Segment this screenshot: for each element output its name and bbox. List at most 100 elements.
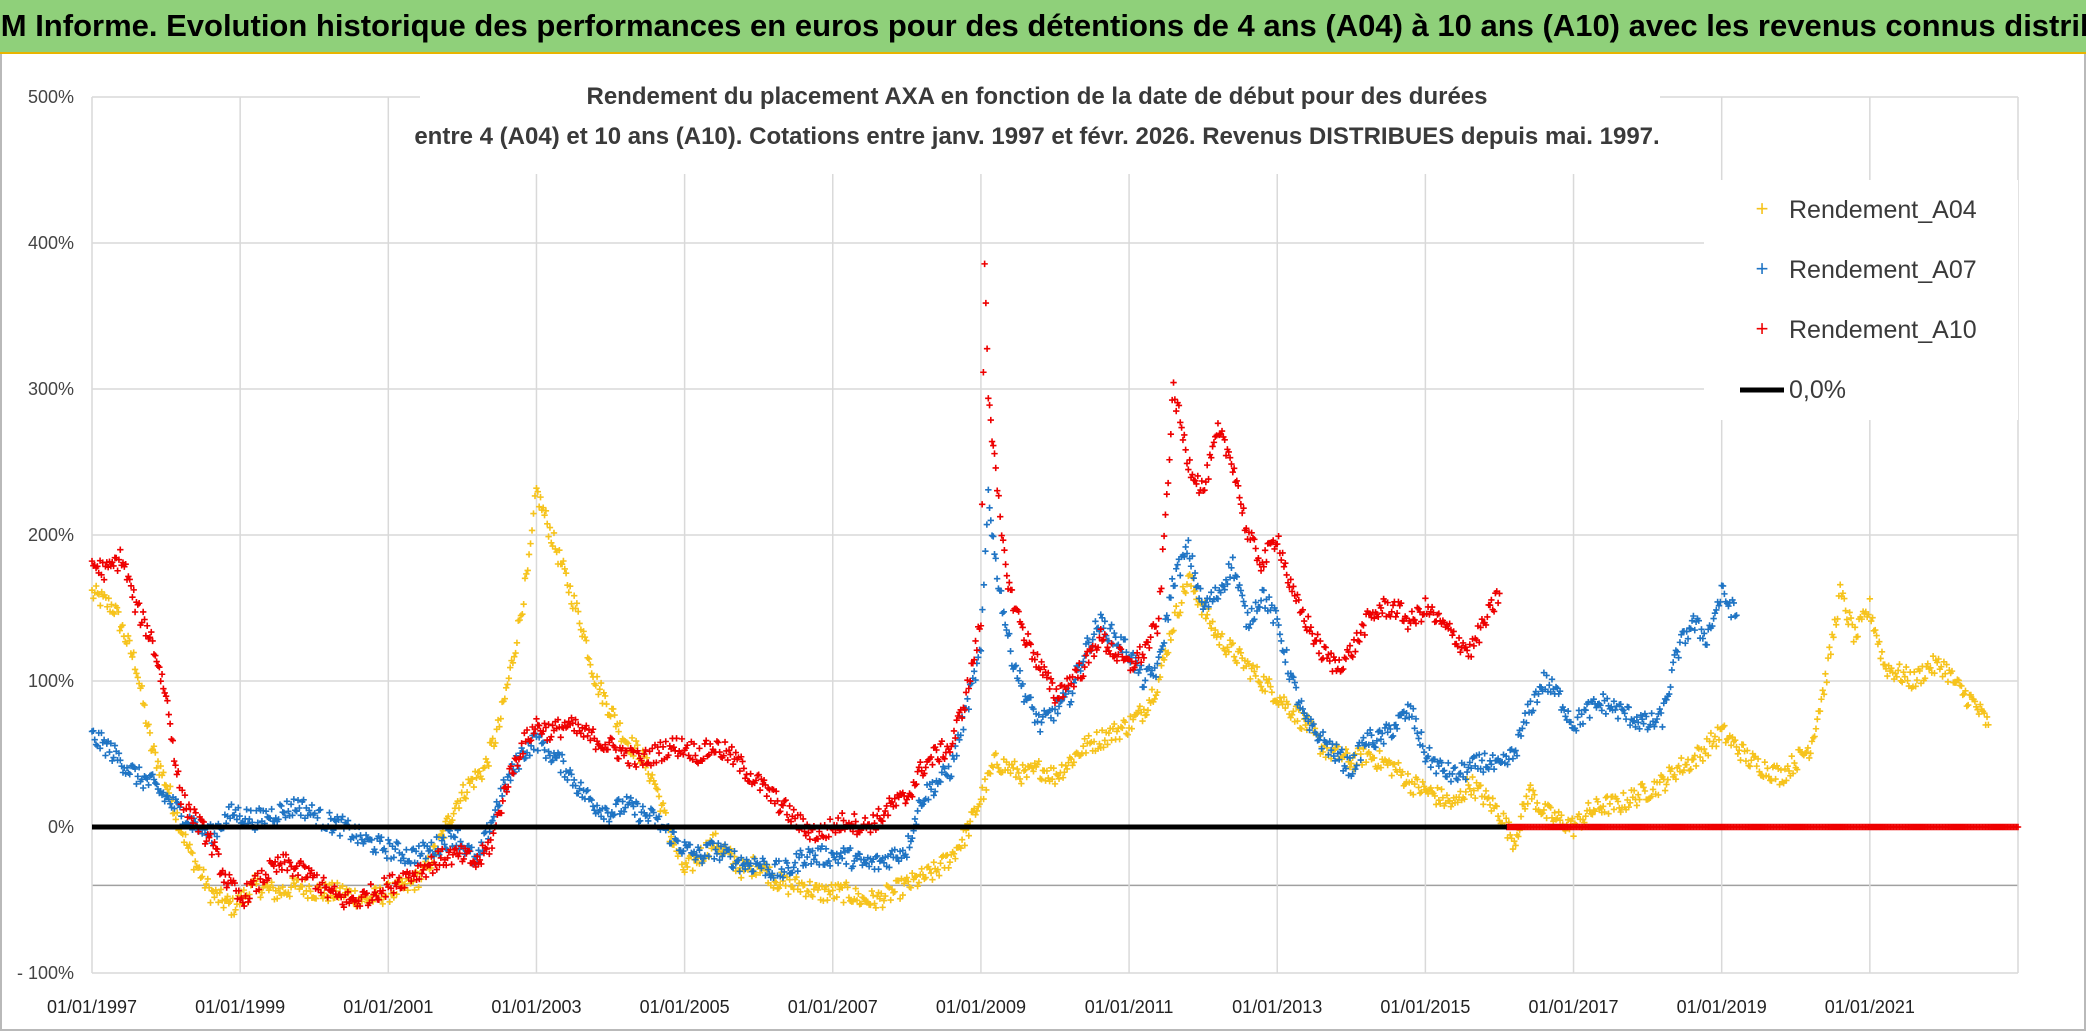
A10-point: [1027, 641, 1034, 648]
A10-point: [242, 892, 249, 900]
A10-point: [1357, 629, 1364, 636]
A07-point: [826, 862, 834, 870]
A10-point: [888, 798, 896, 806]
A04-point: [1253, 663, 1261, 671]
A04-point: [1280, 693, 1288, 701]
A07-point: [115, 750, 123, 757]
A04-point: [1617, 808, 1624, 816]
A10-point: [1225, 448, 1232, 456]
A04-point: [615, 728, 622, 735]
A04-point: [1012, 773, 1020, 781]
A10-point: [1307, 624, 1315, 631]
A10-point: [1138, 659, 1145, 666]
A04-point: [904, 878, 912, 885]
A10-point: [713, 738, 721, 745]
A07-point: [1331, 757, 1339, 764]
A04-point: [860, 894, 867, 902]
A07-point: [100, 736, 108, 744]
A04-point: [907, 884, 915, 891]
A04-point: [519, 610, 526, 618]
A10-point: [736, 767, 744, 775]
A10-point: [978, 501, 986, 508]
A10-point: [1257, 567, 1265, 574]
A04-point: [1733, 743, 1740, 751]
A10-point: [732, 749, 739, 756]
A10-point: [394, 878, 401, 886]
A10-point: [1162, 511, 1169, 518]
A07-point: [400, 855, 407, 862]
A10-point: [286, 859, 294, 866]
A07-point: [362, 831, 370, 839]
A04-point: [593, 673, 601, 680]
x-tick-label: 01/01/1999: [195, 997, 285, 1017]
A04-point: [1144, 707, 1152, 714]
A10-point: [1036, 666, 1044, 673]
A10-point: [1411, 616, 1418, 624]
A04-point: [1671, 771, 1678, 779]
A07-point: [415, 842, 423, 850]
A04-point: [1494, 813, 1502, 820]
A10-point: [1275, 532, 1282, 540]
A10-point: [239, 899, 247, 906]
A04-point: [993, 761, 1001, 768]
A10-point: [1233, 477, 1241, 485]
A07-point: [412, 848, 420, 855]
A04-point: [588, 670, 595, 677]
A04-point: [966, 818, 974, 825]
A10-point: [949, 740, 956, 747]
A07-point: [731, 848, 738, 855]
A07-point: [1350, 752, 1358, 759]
A04-point: [595, 691, 602, 698]
A04-point: [972, 811, 979, 818]
A04-point: [575, 608, 582, 615]
A04-point: [90, 595, 97, 602]
A07-point: [930, 792, 937, 799]
A07-point: [1352, 765, 1359, 773]
A04-point: [1727, 742, 1735, 749]
A07-point: [1579, 720, 1587, 728]
A10-point: [1001, 547, 1008, 554]
A10-point: [972, 637, 979, 645]
A10-point: [642, 746, 649, 754]
A04-point: [1841, 595, 1848, 602]
A04-point: [459, 781, 467, 789]
A07-point: [712, 846, 719, 853]
legend-label-A04: Rendement_A04: [1789, 196, 1977, 224]
A07-point: [326, 809, 333, 816]
A04-point: [597, 679, 605, 687]
A10-point: [1020, 637, 1028, 644]
A04-point: [1447, 803, 1455, 810]
A10-point: [1094, 644, 1102, 651]
A04-point: [1675, 762, 1682, 770]
A04-point: [899, 891, 907, 899]
A04-point: [1927, 664, 1934, 672]
A04-point: [1846, 609, 1853, 616]
A04-point: [649, 771, 656, 779]
A04-point: [1955, 677, 1962, 684]
x-tick-label: 01/01/2003: [491, 997, 581, 1017]
A10-point: [346, 900, 353, 907]
A07-point: [979, 606, 986, 613]
A10-point: [146, 634, 154, 641]
A10-point: [1354, 637, 1362, 644]
A10-point: [156, 663, 163, 671]
A07-point: [246, 815, 253, 823]
A10-point: [1146, 644, 1153, 652]
A04-point: [958, 836, 966, 843]
A10-point: [981, 260, 988, 268]
A10-point: [1358, 621, 1366, 628]
A10-point: [554, 716, 562, 723]
A04-point: [1236, 645, 1243, 653]
A07-point: [280, 809, 288, 817]
A10-point: [1412, 620, 1420, 627]
A07-point: [382, 848, 389, 855]
A04-point: [1158, 662, 1165, 669]
A04-point: [1472, 794, 1479, 802]
A04-point: [1256, 679, 1263, 686]
A07-point: [680, 847, 687, 855]
A10-point: [313, 871, 321, 879]
A04-point: [556, 547, 563, 554]
A07-point: [614, 797, 621, 804]
A10-point: [149, 637, 156, 645]
A10-point: [826, 816, 834, 823]
